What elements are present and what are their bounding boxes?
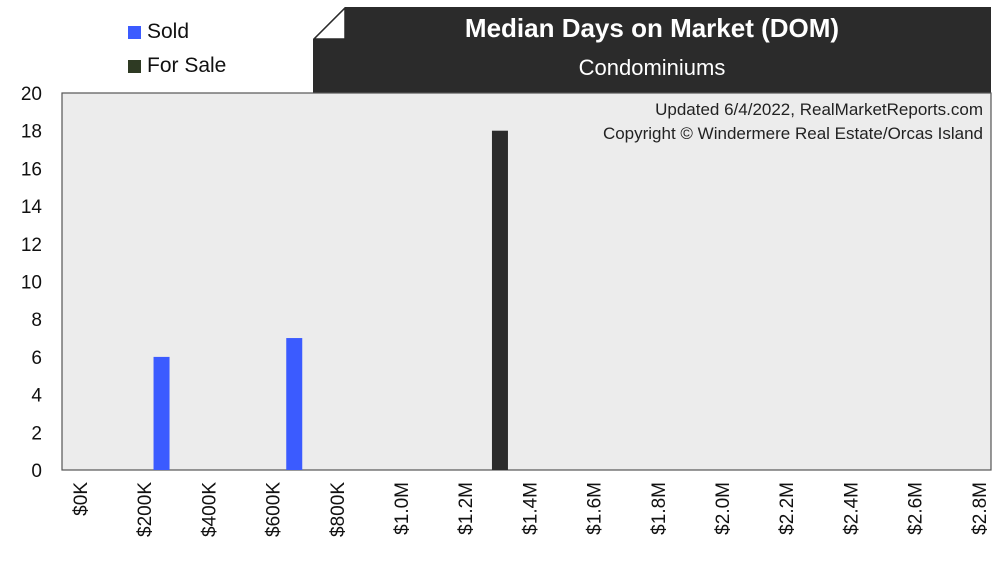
y-tick-label: 4 [31,386,42,407]
x-tick-label: $0K [71,482,92,516]
y-tick-label: 18 [21,122,42,143]
y-tick-label: 2 [31,423,42,444]
x-tick-label: $1.6M [585,482,606,535]
x-tick-label: $200K [135,482,156,537]
for-sale-swatch-icon [128,59,141,73]
y-tick-label: 6 [31,348,42,369]
y-tick-label: 16 [21,159,42,180]
legend-item-sold: Sold [128,20,189,44]
legend-label-for-sale: For Sale [147,54,227,77]
x-tick-label: $800K [328,482,349,537]
x-tick-label: $1.2M [456,482,477,535]
sold-bar [286,338,303,470]
y-tick-label: 14 [21,197,43,218]
sold-bar [153,356,170,470]
x-tick-label: $600K [264,482,285,537]
legend-label-sold: Sold [147,20,190,43]
y-tick-label: 20 [21,84,42,105]
chart-subtitle: Condominiums [578,55,726,80]
x-tick-label: $1.4M [520,482,541,535]
legend-item-for-sale: For Sale [128,54,226,78]
y-tick-label: 8 [31,310,42,331]
copyright-note: Copyright © Windermere Real Estate/Orcas… [603,124,983,143]
x-tick-label: $1.8M [649,482,670,535]
page-corner-icon [313,7,346,40]
for-sale-bar [491,130,508,470]
chart-title: Median Days on Market (DOM) [464,13,840,43]
x-tick-label: $2.6M [906,482,927,535]
x-tick-label: $2.8M [970,482,991,535]
x-tick-label: $400K [199,482,220,537]
plot-area [61,92,992,471]
x-tick-label: $1.0M [392,482,413,535]
x-tick-label: $2.4M [841,482,862,535]
y-tick-label: 12 [21,235,42,256]
x-tick-label: $2.0M [713,482,734,535]
x-tick-label: $2.2M [777,482,798,535]
sold-swatch-icon [128,25,141,39]
y-tick-label: 10 [21,273,42,294]
y-tick-label: 0 [31,461,42,482]
title-banner [313,7,991,93]
updated-note: Updated 6/4/2022, RealMarketReports.com [655,100,983,119]
